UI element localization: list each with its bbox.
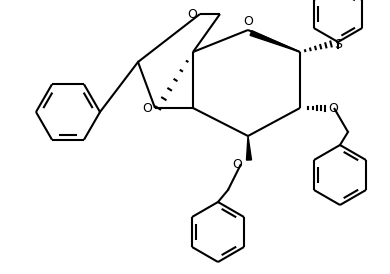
Text: O: O — [328, 101, 338, 115]
Text: O: O — [187, 7, 197, 21]
Text: O: O — [243, 15, 253, 28]
Polygon shape — [246, 136, 252, 160]
Text: O: O — [142, 101, 152, 115]
Text: S: S — [334, 38, 342, 50]
Text: O: O — [232, 158, 242, 170]
Polygon shape — [250, 31, 300, 52]
